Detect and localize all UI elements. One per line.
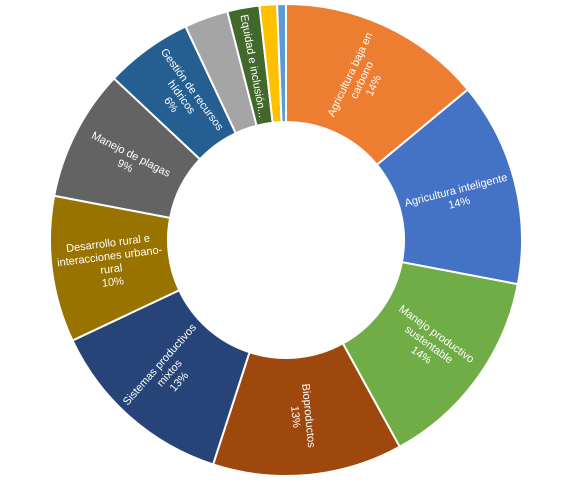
donut-slice-11 [276, 2, 287, 124]
slice-label-line: 10% [101, 275, 125, 290]
donut-slice-1 [375, 88, 523, 286]
slice-label-line: 14% [447, 195, 472, 212]
slice-label-line: 13% [288, 405, 302, 428]
donut-slice-4 [71, 288, 251, 466]
donut-slices [49, 2, 523, 477]
slice-label-line: rural [100, 262, 123, 277]
donut-slice-2 [341, 260, 519, 449]
donut-slice-3 [211, 342, 402, 477]
donut-slice-0 [285, 2, 470, 167]
